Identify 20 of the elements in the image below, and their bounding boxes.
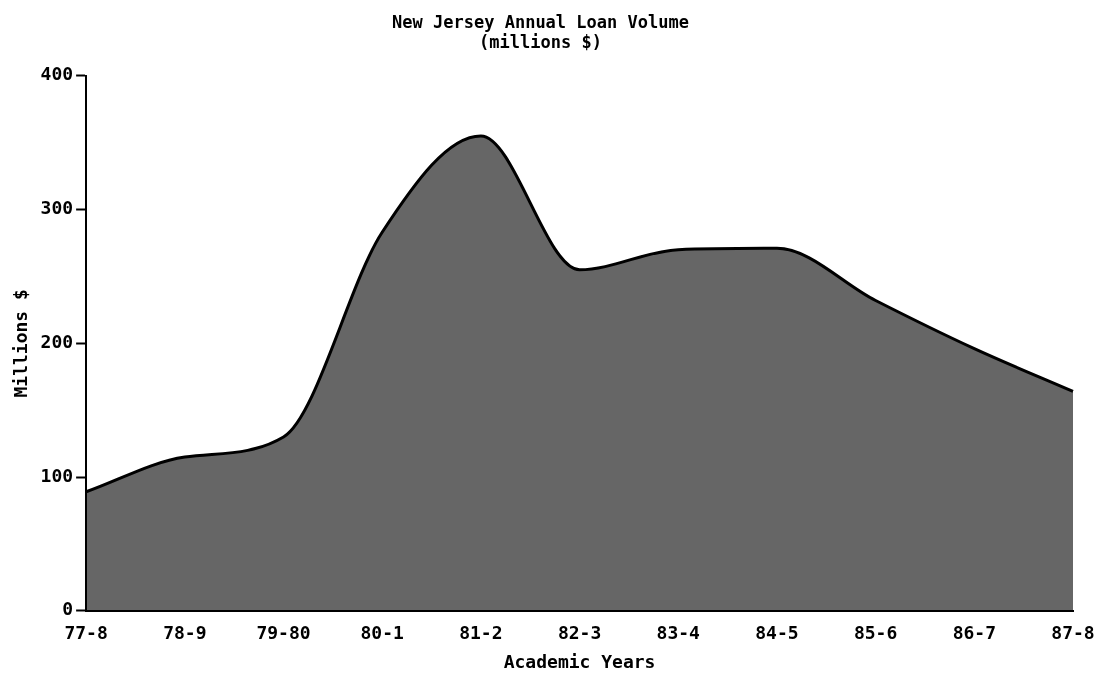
x-tick-label: 83-4 (656, 622, 701, 644)
text: New Jersey Annual Loan Volume (392, 11, 689, 32)
x-tick-label: 87-8 (1051, 622, 1095, 644)
y-tick-label: 400 (40, 63, 74, 85)
x-tick-label: 81-2 (459, 622, 503, 644)
x-tick-label: 80-1 (360, 622, 404, 644)
x-axis-title: Academic Years (503, 650, 656, 672)
x-tick-label: 84-5 (755, 622, 799, 644)
text: (millions $) (479, 32, 602, 53)
y-tick-label: 100 (40, 464, 74, 486)
x-tick-label: 85-6 (853, 622, 898, 644)
x-tick-label: 77-8 (64, 622, 108, 644)
x-tick-label: 86-7 (952, 622, 996, 644)
y-axis-title: Millions $ (10, 289, 32, 398)
x-tick-label: 79-80 (256, 622, 311, 644)
x-tick-label: 82-3 (557, 622, 602, 644)
x-tick-label: 78-9 (163, 622, 207, 644)
y-tick-label: 0 (62, 598, 74, 620)
y-tick-label: 300 (40, 197, 74, 219)
y-tick-label: 200 (40, 330, 74, 352)
